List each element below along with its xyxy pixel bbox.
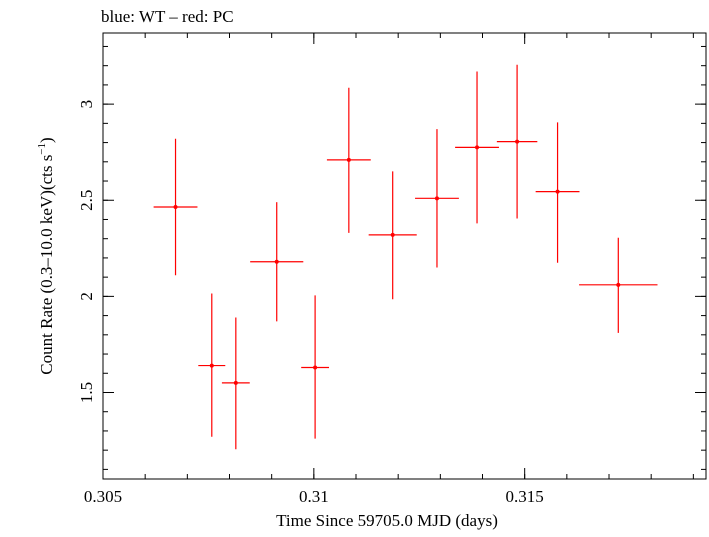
y-tick-label: 2 (77, 292, 96, 301)
y-axis-label: Count Rate (0.3–10.0 keV)(cts s−1) (36, 137, 56, 374)
data-marker (274, 259, 279, 264)
y-tick-label: 1.5 (77, 382, 96, 403)
data-points (153, 64, 658, 450)
data-marker (390, 232, 395, 237)
data-point (535, 122, 580, 263)
plot-frame (102, 32, 707, 480)
axis-ticks: 0.305 0.31 0.315 1.5 2 2.5 3 (77, 33, 706, 506)
y-axis-label-superscript: −1 (36, 143, 48, 155)
data-marker (209, 363, 214, 368)
y-tick-label: 2.5 (77, 190, 96, 211)
y-axis-label-close: ) (37, 137, 56, 143)
data-point (455, 71, 499, 224)
y-tick-label: 3 (77, 100, 96, 109)
x-tick-label: 0.305 (84, 487, 122, 506)
x-axis-label: Time Since 59705.0 MJD (days) (276, 511, 498, 530)
x-tick-label: 0.315 (506, 487, 544, 506)
chart-title: blue: WT – red: PC (101, 7, 234, 26)
data-marker (616, 282, 621, 287)
data-point (250, 202, 304, 322)
data-marker (313, 365, 318, 370)
data-point (415, 129, 459, 268)
data-marker (515, 139, 520, 144)
data-marker (475, 145, 480, 150)
data-marker (173, 204, 178, 209)
data-marker (555, 189, 560, 194)
data-point (496, 64, 538, 219)
data-point (301, 295, 330, 439)
data-point (221, 317, 250, 450)
x-tick-label: 0.31 (299, 487, 329, 506)
data-marker (233, 380, 238, 385)
y-axis-label-main: Count Rate (0.3–10.0 keV)(cts s (37, 155, 56, 375)
data-point (198, 293, 226, 437)
data-point (326, 87, 371, 233)
data-marker (434, 196, 439, 201)
data-marker (346, 157, 351, 162)
data-point (579, 237, 658, 333)
data-point (153, 138, 198, 276)
data-point (368, 171, 417, 300)
